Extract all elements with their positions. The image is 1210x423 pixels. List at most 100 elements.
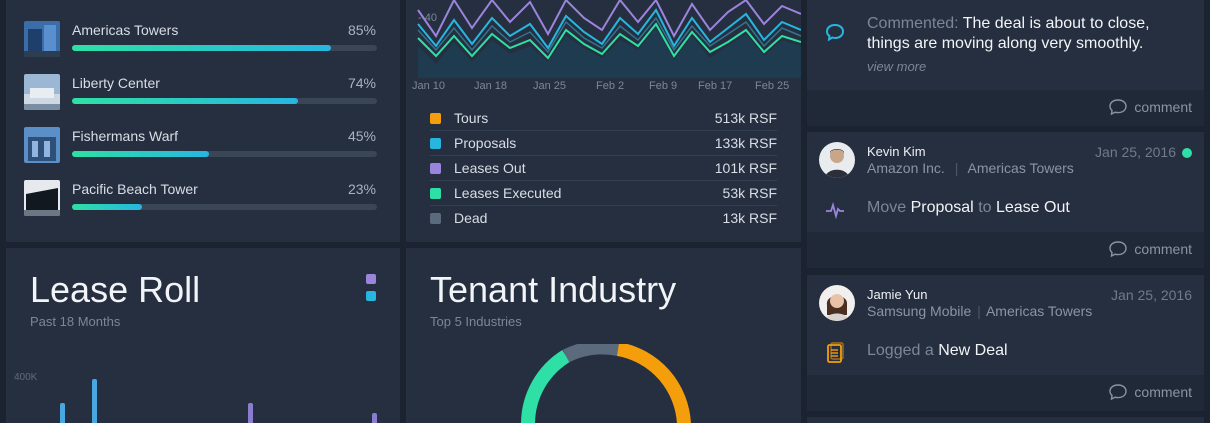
activity-line-chart <box>417 0 801 78</box>
occupancy-bar <box>72 151 377 157</box>
feed-date: Jan 25, 2016 <box>1095 144 1192 160</box>
property-name: Liberty Center <box>72 75 160 91</box>
property-percent: 74% <box>347 75 376 91</box>
legend-value: 133k RSF <box>714 135 777 151</box>
activity-chart-panel: - 40 Jan 10 Jan 18 Jan 25 Feb 2 Feb 9 Fe… <box>406 0 801 242</box>
action-verb: Logged a <box>867 342 934 359</box>
comment-button[interactable]: comment <box>1108 240 1192 261</box>
series-toggle-purple[interactable] <box>366 274 376 284</box>
user-meta: Samsung Mobile | Americas Towers <box>867 303 1092 319</box>
x-tick-label: Feb 2 <box>596 80 625 92</box>
view-more-link[interactable]: view more <box>867 59 927 74</box>
feed-card-body: Logged a New Deal <box>807 331 1204 375</box>
user-company: Amazon Inc. <box>867 160 945 176</box>
panel-title: Tenant Industry <box>430 269 677 310</box>
comment-icon <box>1108 240 1128 261</box>
property-name: Fishermans Warf <box>72 128 179 144</box>
comment-button[interactable]: comment <box>1108 98 1192 119</box>
status-dot <box>1182 148 1192 159</box>
donut-segment <box>562 344 620 363</box>
user-meta: Amazon Inc. | Americas Towers <box>867 160 1074 176</box>
lease-roll-bars <box>60 379 377 423</box>
activity-feed: Commented: The deal is about to close, t… <box>807 0 1204 423</box>
feed-card: Commented: The deal is about to close, t… <box>807 0 1204 90</box>
property-row[interactable]: Liberty Center 74% <box>6 74 400 124</box>
property-row[interactable]: Americas Towers 85% <box>6 21 400 71</box>
occupancy-bar-fill <box>72 45 332 51</box>
building-thumbnail <box>24 74 60 110</box>
avatar[interactable] <box>819 285 855 321</box>
document-icon <box>825 342 845 369</box>
property-name: Americas Towers <box>72 22 179 38</box>
feed-verb: Commented: <box>867 15 959 32</box>
property-row[interactable]: Fishermans Warf 45% <box>6 127 400 177</box>
property-list-panel: Americas Towers 85% Liberty Center 74% F… <box>6 0 400 242</box>
property-link[interactable]: Americas Towers <box>985 303 1093 319</box>
tenant-industry-panel: Tenant Industry Top 5 Industries <box>406 248 801 423</box>
property-percent: 45% <box>347 128 376 144</box>
x-tick-label: Jan 18 <box>474 80 508 92</box>
legend-swatch <box>430 113 441 124</box>
x-tick-label: Feb 17 <box>698 80 733 92</box>
card-footer: comment <box>807 90 1204 126</box>
user-name[interactable]: Kevin Kim <box>867 144 926 159</box>
occupancy-bar <box>72 98 377 104</box>
action-connector: to <box>978 199 992 216</box>
legend-label: Leases Executed <box>454 185 562 201</box>
series-leases-out-line <box>417 0 801 39</box>
legend-value: 53k RSF <box>722 185 777 201</box>
area-fill <box>418 28 801 78</box>
property-name: Pacific Beach Tower <box>72 181 198 197</box>
user-name[interactable]: Jamie Yun <box>867 287 928 302</box>
card-footer: comment <box>807 375 1204 411</box>
comment-label: comment <box>1134 384 1192 401</box>
avatar[interactable] <box>819 142 855 178</box>
feed-action: Logged a New Deal <box>867 342 1008 360</box>
legend-item-dead[interactable]: Dead 13k RSF <box>430 206 777 230</box>
industry-donut-chart <box>521 344 691 423</box>
legend-item-proposals[interactable]: Proposals 133k RSF <box>430 131 777 156</box>
occupancy-bar-fill <box>72 151 210 157</box>
feed-comment-text: things are moving along very smoothly. <box>867 35 1144 52</box>
x-tick-label: Jan 10 <box>412 80 446 92</box>
building-thumbnail <box>24 180 60 216</box>
user-company: Samsung Mobile <box>867 303 972 319</box>
card-footer: comment <box>807 232 1204 268</box>
legend-swatch <box>430 138 441 149</box>
series-toggle-blue[interactable] <box>366 291 376 301</box>
occupancy-bar-fill <box>72 98 298 104</box>
action-verb: Move <box>867 199 907 216</box>
separator: | <box>954 160 959 176</box>
action-object: New Deal <box>938 342 1008 359</box>
legend-item-leases-executed[interactable]: Leases Executed 53k RSF <box>430 181 777 206</box>
comment-button[interactable]: comment <box>1108 383 1192 404</box>
property-row[interactable]: Pacific Beach Tower 23% <box>6 180 400 230</box>
comment-label: comment <box>1134 241 1192 258</box>
occupancy-bar-fill <box>72 204 143 210</box>
legend-label: Tours <box>454 110 489 126</box>
legend-value: 13k RSF <box>722 210 777 226</box>
feed-card-body: Move Proposal to Lease Out <box>807 188 1204 232</box>
lease-bar <box>248 403 253 423</box>
lease-bar <box>372 413 377 423</box>
legend-swatch <box>430 188 441 199</box>
x-tick-label: Jan 25 <box>533 80 567 92</box>
legend-item-tours[interactable]: Tours 513k RSF <box>430 106 777 131</box>
building-thumbnail <box>24 127 60 163</box>
donut-segment <box>616 344 691 423</box>
comment-icon <box>1108 383 1128 404</box>
lease-bar <box>60 403 65 423</box>
x-tick-label: Feb 25 <box>755 80 790 92</box>
occupancy-bar <box>72 45 377 51</box>
donut-segment <box>521 350 570 423</box>
panel-subtitle: Past 18 Months <box>30 314 121 329</box>
property-link[interactable]: Americas Towers <box>967 160 1074 176</box>
feed-card-partial <box>807 417 1204 423</box>
y-axis-label: - 40 <box>418 12 437 24</box>
feed-action: Move Proposal to Lease Out <box>867 199 1070 217</box>
date-text: Jan 25, 2016 <box>1095 144 1176 160</box>
series-proposals-line <box>417 8 801 50</box>
legend-item-leases-out[interactable]: Leases Out 101k RSF <box>430 156 777 181</box>
feed-date: Jan 25, 2016 <box>1111 287 1192 303</box>
x-tick-label: Feb 9 <box>649 80 678 92</box>
